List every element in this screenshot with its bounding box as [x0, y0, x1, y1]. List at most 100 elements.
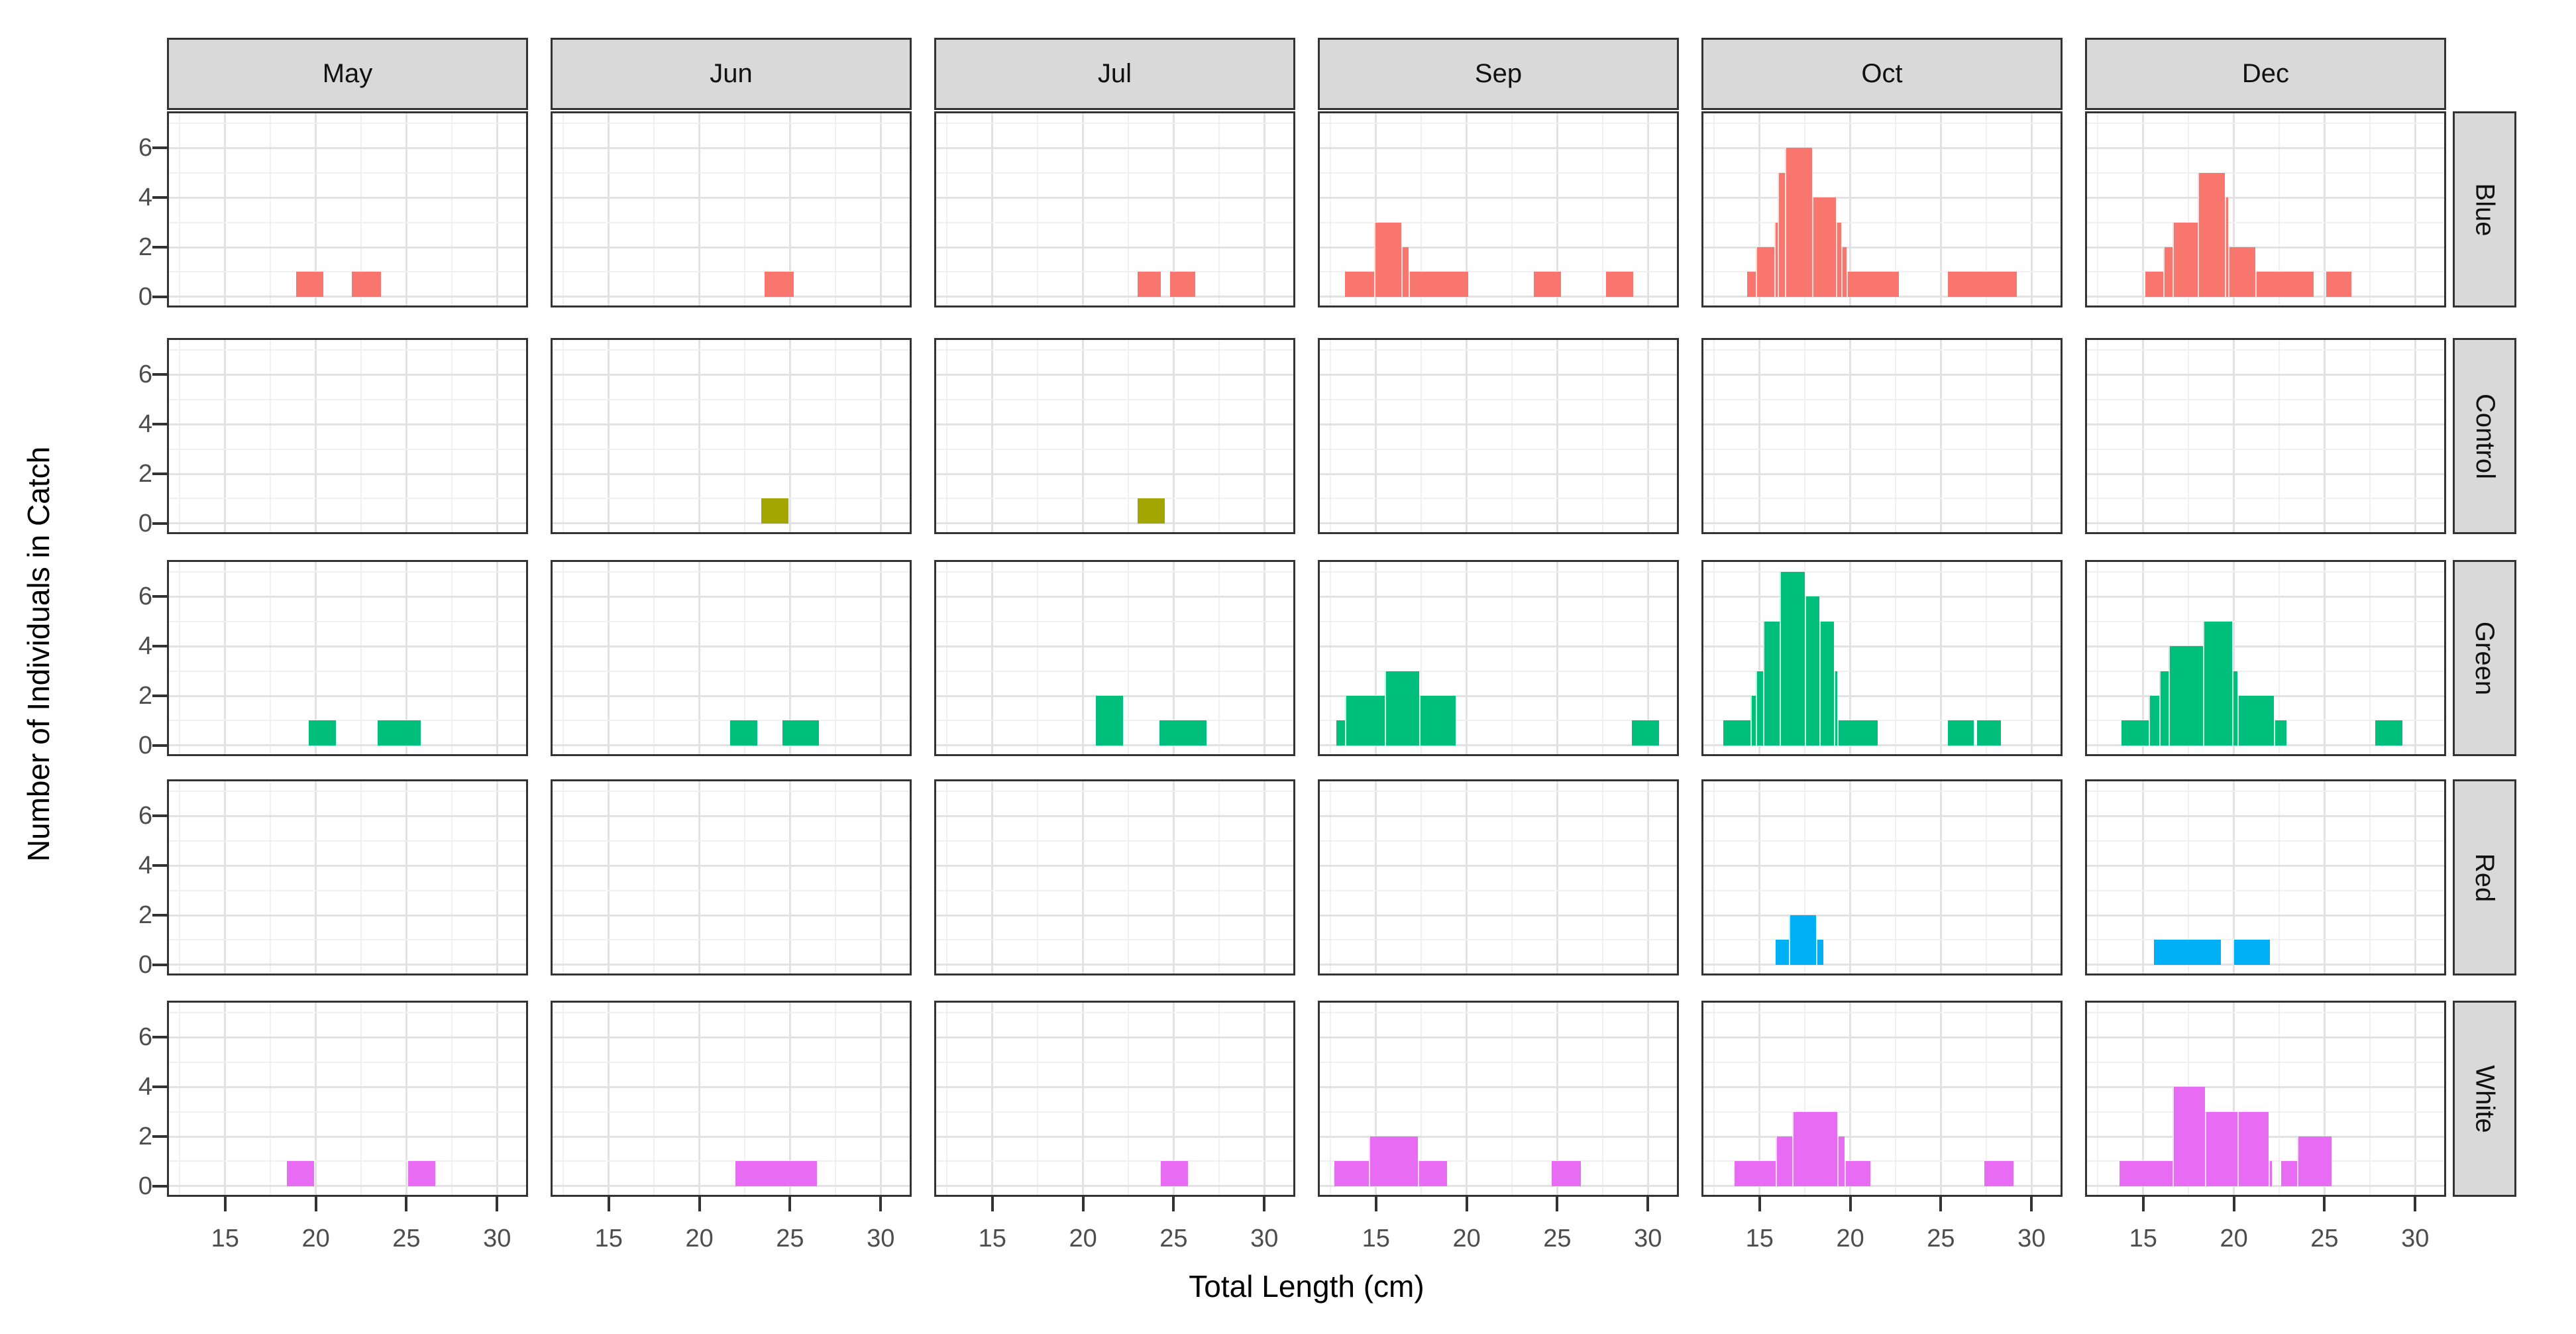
gridline-y-minor [2087, 122, 2444, 124]
gridline-x-major [1172, 562, 1175, 754]
gridline-y-major [169, 522, 526, 525]
facet-row-strip-label: Red [2470, 853, 2500, 902]
gridline-y-major [1703, 645, 2061, 647]
gridline-y-major [1320, 914, 1677, 917]
x-axis-tick-label: 15 [211, 1225, 239, 1252]
gridline-x-minor [179, 1003, 181, 1195]
histogram-bar [2149, 696, 2160, 746]
gridline-y-minor [169, 1111, 526, 1113]
gridline-y-minor [169, 1011, 526, 1013]
gridline-y-major [936, 814, 1293, 817]
gridline-x-major [608, 113, 610, 306]
gridline-x-minor [563, 781, 564, 973]
histogram-bar [2154, 940, 2222, 965]
gridline-x-major [2030, 340, 2033, 532]
histogram-bar [1785, 148, 1813, 297]
x-axis-tick-label: 20 [301, 1225, 330, 1252]
gridline-x-minor [1037, 113, 1039, 306]
gridline-y-major [936, 146, 1293, 149]
gridline-x-major [1466, 340, 1468, 532]
y-axis-tick [152, 146, 167, 150]
gridline-x-major [1082, 340, 1085, 532]
histogram-bar [1792, 1111, 1838, 1186]
gridline-y-major [169, 1135, 526, 1138]
gridline-y-minor [553, 1061, 910, 1063]
gridline-x-major [991, 562, 994, 754]
gridline-x-major [1646, 340, 1649, 532]
gridline-y-major [2087, 1185, 2444, 1188]
histogram-bar [1345, 272, 1375, 297]
facet-column-strip: May [167, 38, 528, 110]
gridline-y-minor [553, 620, 910, 622]
y-axis-tick-label: 6 [138, 361, 152, 389]
gridline-x-major [698, 562, 701, 754]
y-axis-tick [152, 864, 167, 867]
x-axis-tick [1081, 1197, 1085, 1211]
gridline-x-minor [2369, 562, 2371, 754]
gridline-y-major [169, 146, 526, 149]
gridline-x-minor [179, 340, 181, 532]
gridline-x-minor [360, 113, 362, 306]
gridline-x-minor [1330, 562, 1332, 754]
gridline-y-major [553, 964, 910, 966]
gridline-y-minor [169, 889, 526, 891]
facet-row-strip-label: Control [2470, 393, 2500, 479]
gridline-x-major [1172, 113, 1175, 306]
facet-row-strip: White [2453, 1001, 2516, 1197]
histogram-bar [295, 272, 323, 297]
gridline-y-minor [2087, 498, 2444, 500]
gridline-y-major [936, 914, 1293, 917]
gridline-x-major [991, 1003, 994, 1195]
gridline-y-major [169, 1185, 526, 1188]
gridline-y-minor [1703, 448, 2061, 450]
gridline-x-major [405, 340, 407, 532]
gridline-x-minor [1421, 113, 1422, 306]
gridline-y-minor [1320, 1061, 1677, 1063]
gridline-x-major [1172, 781, 1175, 973]
gridline-y-minor [1703, 790, 2061, 792]
x-axis-title: Total Length (cm) [1189, 1269, 1424, 1304]
gridline-y-major [553, 595, 910, 598]
gridline-y-minor [1320, 790, 1677, 792]
gridline-x-major [1263, 562, 1265, 754]
gridline-x-minor [451, 1003, 453, 1195]
gridline-y-minor [1703, 670, 2061, 672]
gridline-x-major [1758, 781, 1761, 973]
gridline-x-minor [1985, 340, 1987, 532]
gridline-x-minor [1895, 781, 1897, 973]
gridline-x-minor [834, 781, 836, 973]
gridline-x-major [1939, 340, 1942, 532]
histogram-bar [1837, 1137, 1845, 1186]
facet-panel-white-may [167, 1001, 528, 1197]
histogram-bar [1774, 222, 1778, 297]
gridline-y-minor [169, 398, 526, 400]
gridline-y-minor [1703, 498, 2061, 500]
gridline-x-major [1758, 1003, 1761, 1195]
gridline-x-minor [1601, 113, 1603, 306]
facet-row-strip: Blue [2453, 111, 2516, 307]
y-axis-tick-label: 0 [138, 1172, 152, 1200]
gridline-y-major [553, 373, 910, 376]
gridline-y-major [1703, 1036, 2061, 1038]
gridline-y-minor [553, 889, 910, 891]
gridline-y-minor [169, 571, 526, 573]
gridline-y-minor [553, 790, 910, 792]
gridline-x-major [315, 562, 317, 754]
gridline-y-major [2087, 964, 2444, 966]
gridline-x-minor [1713, 1003, 1715, 1195]
histogram-bar [1334, 1161, 1369, 1186]
histogram-bar [2273, 720, 2286, 746]
histogram-bar [2375, 720, 2403, 746]
facet-row-strip-label: Blue [2470, 182, 2500, 237]
facet-column-strip-label: May [322, 59, 373, 88]
gridline-x-major [788, 1003, 791, 1195]
gridline-x-minor [2279, 113, 2281, 306]
x-axis-tick-label: 20 [1836, 1225, 1864, 1252]
gridline-x-major [1082, 113, 1085, 306]
gridline-y-minor [1703, 398, 2061, 400]
gridline-y-minor [1320, 448, 1677, 450]
histogram-bar [2163, 247, 2173, 297]
facet-column-strip-label: Jun [710, 59, 753, 88]
gridline-x-minor [1128, 562, 1130, 754]
gridline-x-minor [1804, 1003, 1806, 1195]
